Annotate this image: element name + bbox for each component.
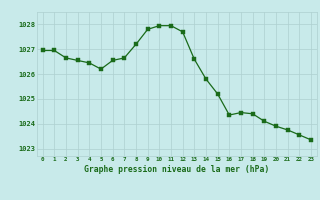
- X-axis label: Graphe pression niveau de la mer (hPa): Graphe pression niveau de la mer (hPa): [84, 165, 269, 174]
